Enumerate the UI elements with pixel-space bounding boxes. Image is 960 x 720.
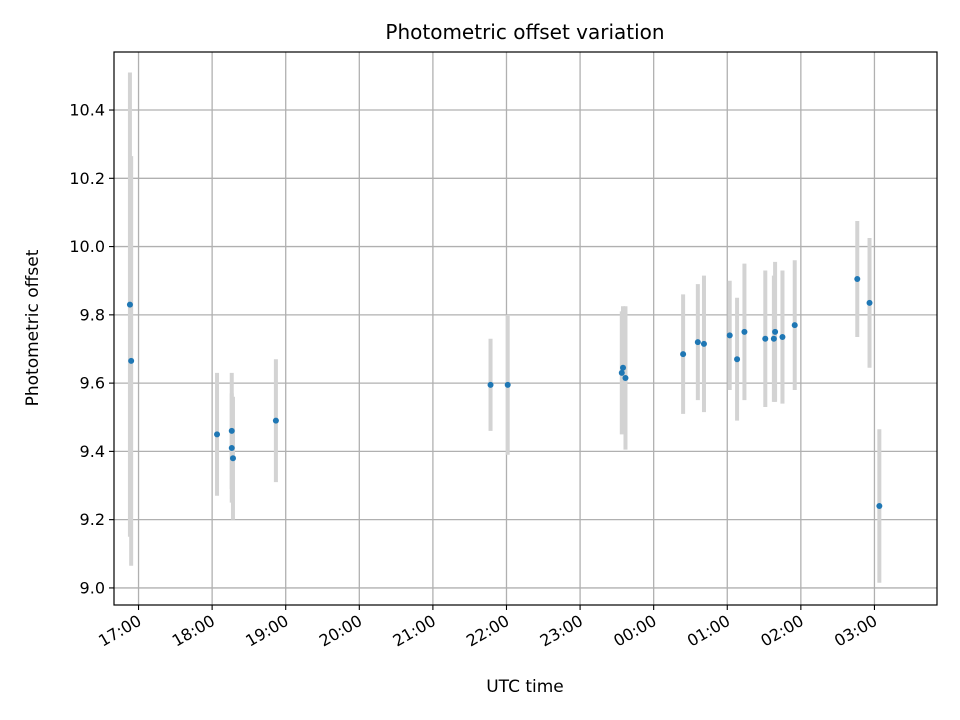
data-point <box>680 351 687 358</box>
data-point <box>876 503 883 510</box>
data-point <box>229 455 236 462</box>
data-point <box>734 356 741 363</box>
plot-frame <box>113 51 938 606</box>
data-point <box>770 335 777 342</box>
chart-title: Photometric offset variation <box>385 20 664 44</box>
data-point <box>726 332 733 339</box>
data-point <box>228 444 235 451</box>
data-point <box>272 417 279 424</box>
data-point <box>866 299 873 306</box>
data-point <box>762 335 769 342</box>
point-layer <box>126 276 883 510</box>
y-tick-label: 10.2 <box>69 169 105 188</box>
data-point <box>791 322 798 329</box>
data-point <box>694 339 701 346</box>
data-point <box>772 328 779 335</box>
data-point <box>779 334 786 341</box>
data-point <box>741 328 748 335</box>
data-point <box>214 431 221 438</box>
data-point <box>700 340 707 347</box>
x-axis-title: UTC time <box>486 677 564 697</box>
data-point <box>854 276 861 283</box>
y-tick-label: 10.0 <box>69 237 105 256</box>
y-axis-title: Photometric offset <box>23 249 43 406</box>
data-point <box>487 381 494 388</box>
y-tick-label: 10.4 <box>69 101 105 120</box>
data-point <box>128 357 135 364</box>
data-point <box>126 301 133 308</box>
data-point <box>622 374 629 381</box>
y-tick-label: 9.8 <box>80 305 105 324</box>
y-tick-label: 9.4 <box>80 442 105 461</box>
y-tick-label: 9.2 <box>80 510 105 529</box>
data-point <box>620 364 627 371</box>
data-point <box>504 381 511 388</box>
data-point <box>618 369 625 376</box>
y-tick-label: 9.0 <box>80 578 105 597</box>
data-point <box>228 427 235 434</box>
y-tick-label: 9.6 <box>80 374 105 393</box>
